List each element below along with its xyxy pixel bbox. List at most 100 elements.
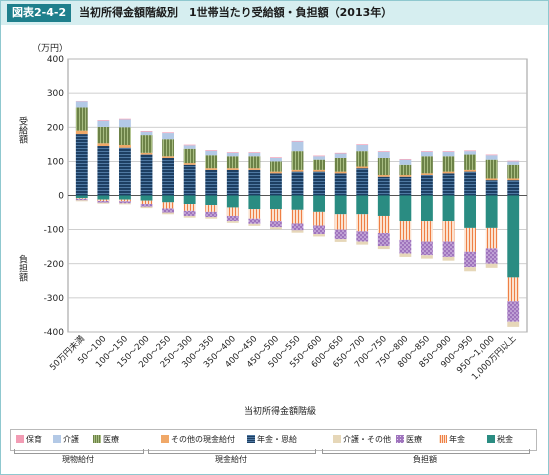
bar-benefit-1 — [183, 163, 196, 165]
bar-benefit-0 — [313, 171, 326, 196]
bar-burden-3 — [97, 202, 110, 204]
legend-item: 医療 — [396, 430, 422, 450]
bar-benefit-0 — [442, 173, 455, 196]
bar-burden-3 — [377, 246, 390, 250]
bar-benefit-0 — [420, 175, 433, 196]
bar-benefit-4 — [269, 157, 282, 158]
bar-benefit-3 — [162, 133, 175, 140]
bar-burden-1 — [356, 214, 369, 232]
bar-burden-3 — [485, 263, 498, 268]
legend-swatch — [53, 434, 61, 443]
bar-burden-0 — [97, 195, 110, 200]
bar-benefit-1 — [377, 175, 390, 177]
y-label-burden: 負担額 — [17, 253, 28, 282]
legend-item: 保育 — [16, 430, 42, 450]
legend-label: 年金 — [449, 435, 465, 444]
bar-burden-2 — [334, 229, 347, 240]
bar-benefit-2 — [183, 148, 196, 164]
bar-benefit-2 — [97, 126, 110, 144]
bar-burden-3 — [269, 227, 282, 230]
bar-benefit-4 — [464, 150, 477, 152]
bar-benefit-1 — [399, 175, 412, 177]
bar-burden-2 — [507, 301, 520, 322]
bar-burden-2 — [183, 210, 196, 216]
y-tick-label: -100 — [44, 226, 65, 236]
bar-burden-3 — [226, 221, 239, 223]
bar-benefit-0 — [75, 134, 88, 196]
bar-burden-2 — [269, 221, 282, 228]
y-tick-label: -400 — [44, 328, 65, 338]
bar-burden-0 — [75, 195, 88, 199]
bar-benefit-1 — [140, 152, 153, 155]
bar-burden-0 — [313, 195, 326, 212]
bar-benefit-2 — [291, 151, 304, 170]
bar-burden-0 — [183, 195, 196, 205]
y-tick-label: -200 — [44, 260, 65, 270]
bar-burden-0 — [140, 195, 153, 201]
bar-burden-1 — [248, 209, 261, 219]
bar-benefit-0 — [183, 164, 196, 196]
bar-benefit-3 — [334, 153, 347, 158]
bar-benefit-4 — [356, 144, 369, 145]
bar-burden-1 — [334, 214, 347, 230]
bar-burden-1 — [399, 221, 412, 240]
bar-burden-1 — [442, 221, 455, 242]
legend-label: 保育 — [26, 435, 42, 444]
bar-benefit-4 — [97, 120, 110, 121]
bar-burden-1 — [75, 198, 88, 199]
bar-benefit-2 — [226, 156, 239, 169]
legend: 保育 介護 医療 その他の現金給付 年金・恩給 介護・その他 医療 年金 税金 — [10, 429, 537, 451]
legend-group-label: 現金給付 — [215, 455, 247, 464]
bar-benefit-3 — [140, 131, 153, 136]
bar-burden-0 — [118, 195, 131, 200]
bar-benefit-0 — [162, 157, 175, 196]
bar-benefit-4 — [140, 131, 153, 132]
bar-benefit-2 — [485, 159, 498, 179]
legend-group-bracket — [14, 449, 144, 454]
x-axis-label: 当初所得金額階級 — [244, 405, 316, 417]
bar-benefit-1 — [75, 130, 88, 135]
bar-benefit-0 — [205, 169, 218, 196]
bar-benefit-2 — [118, 127, 131, 145]
bar-benefit-2 — [420, 156, 433, 174]
y-tick-label: 100 — [47, 157, 64, 167]
bar-burden-0 — [507, 195, 520, 278]
bar-benefit-3 — [464, 151, 477, 155]
bar-benefit-0 — [118, 147, 131, 196]
bar-benefit-3 — [442, 151, 455, 157]
bar-burden-1 — [269, 209, 282, 222]
bar-benefit-4 — [377, 151, 390, 152]
legend-swatch — [396, 434, 404, 443]
bar-benefit-3 — [226, 152, 239, 157]
bar-burden-1 — [183, 204, 196, 211]
bar-benefit-0 — [291, 171, 304, 196]
bar-burden-2 — [399, 239, 412, 254]
legend-label: その他の現金給付 — [171, 435, 235, 444]
bar-benefit-0 — [248, 169, 261, 196]
bar-benefit-0 — [269, 173, 282, 196]
bar-benefit-4 — [118, 118, 131, 120]
bar-benefit-1 — [291, 169, 304, 172]
y-tick-label: -300 — [44, 294, 65, 304]
bar-burden-3 — [507, 321, 520, 327]
bar-benefit-0 — [334, 173, 347, 196]
bar-burden-2 — [162, 208, 175, 213]
bar-benefit-1 — [464, 169, 477, 172]
bar-burden-3 — [75, 200, 88, 202]
chart-title: 当初所得金額階級別 1世帯当たり受給額・負担額（2013年） — [79, 6, 393, 19]
bar-burden-0 — [334, 195, 347, 215]
bar-benefit-4 — [420, 151, 433, 152]
bar-benefit-3 — [313, 156, 326, 160]
figure-label: 図表2-4-2 — [7, 4, 72, 22]
bar-burden-0 — [464, 195, 477, 228]
bar-benefit-3 — [485, 155, 498, 160]
bar-benefit-2 — [356, 151, 369, 167]
bar-benefit-2 — [377, 157, 390, 176]
bar-burden-0 — [248, 195, 261, 210]
legend-group-label: 現物給付 — [62, 455, 94, 464]
bar-benefit-4 — [291, 140, 304, 142]
bar-benefit-1 — [162, 156, 175, 158]
bar-burden-3 — [140, 206, 153, 209]
bar-benefit-3 — [75, 101, 88, 108]
